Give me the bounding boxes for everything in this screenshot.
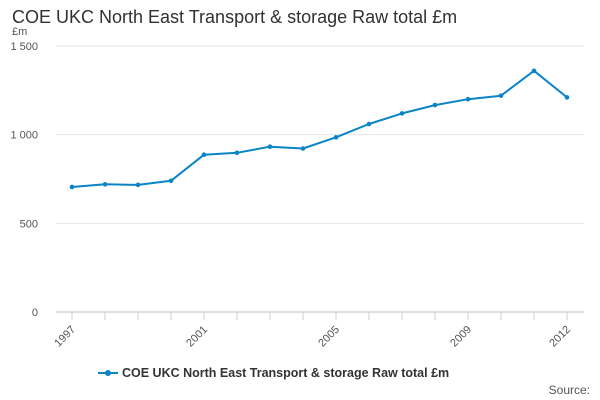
x-tick-label: 2009 <box>448 324 474 350</box>
series-layer <box>69 68 570 190</box>
x-tick-label: 2005 <box>316 324 342 350</box>
chart-title: COE UKC North East Transport & storage R… <box>12 7 458 27</box>
data-point <box>498 93 504 98</box>
x-tick-label: 2001 <box>184 324 210 350</box>
legend[interactable]: COE UKC North East Transport & storage R… <box>98 366 449 380</box>
series-line <box>71 69 568 188</box>
y-tick-label: 500 <box>20 218 38 230</box>
data-point <box>399 111 405 116</box>
x-axis-tick-labels: 1997 2001 2005 2009 2012 <box>52 324 573 350</box>
x-axis-ticks <box>71 312 568 320</box>
legend-swatch <box>98 367 118 379</box>
y-axis-tick-labels: 0 500 1 000 1 500 <box>10 41 38 319</box>
legend-label: COE UKC North East Transport & storage R… <box>122 366 450 380</box>
data-point <box>102 182 108 187</box>
data-point <box>465 96 471 102</box>
data-point <box>300 146 306 151</box>
data-point <box>201 152 207 158</box>
y-tick-label: 1 000 <box>10 130 38 142</box>
source-label: Source: <box>548 383 590 397</box>
data-point <box>234 150 240 156</box>
y-tick-label: 1 500 <box>10 41 38 53</box>
data-point <box>135 182 141 188</box>
x-tick-label: 1997 <box>52 324 78 350</box>
data-point <box>366 121 372 127</box>
x-tick-label: 2012 <box>547 324 573 350</box>
data-point <box>168 178 174 184</box>
data-point <box>564 95 570 100</box>
data-point <box>531 68 537 74</box>
data-point <box>432 102 438 108</box>
y-axis-unit-label: £m <box>12 26 28 38</box>
data-point <box>267 144 273 150</box>
y-tick-label: 0 <box>32 307 38 319</box>
data-point <box>333 135 339 140</box>
gridlines <box>56 45 584 313</box>
data-point <box>69 184 75 190</box>
